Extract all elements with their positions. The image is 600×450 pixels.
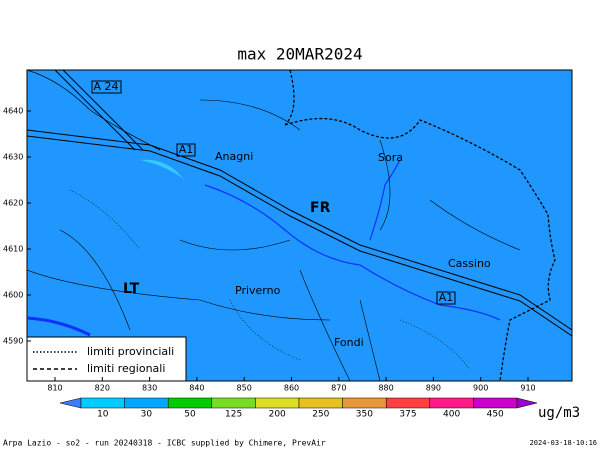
- river: [204, 159, 501, 321]
- colorbar-unit: ug/m3: [538, 405, 580, 421]
- place-label: Sora: [378, 151, 403, 164]
- place-label: Priverno: [235, 284, 281, 297]
- motorway: [27, 129, 572, 331]
- colorbar-label: 375: [399, 410, 416, 420]
- legend: limiti provinciali limiti regionali: [26, 336, 187, 382]
- boundary: [27, 70, 161, 151]
- provincial-boundary: [69, 189, 471, 371]
- colorbar-label: 250: [312, 410, 329, 420]
- y-tick-label: 4630: [3, 153, 23, 162]
- colorbar-segment: [385, 397, 431, 409]
- x-tick-label: 880: [378, 384, 393, 393]
- map-background: [26, 69, 573, 382]
- colorbar-label: 200: [269, 410, 286, 420]
- y-tick-label: 4620: [3, 199, 23, 208]
- place-label: Fondi: [334, 336, 364, 349]
- coastline: [27, 316, 91, 337]
- title: max 20MAR2024: [237, 45, 362, 64]
- motorway: [27, 135, 572, 337]
- labels: A 24 A1 A1 Anagni Sora FR Cassino LT Pri…: [91, 80, 491, 349]
- x-tick-label: 810: [47, 384, 62, 393]
- colorbar-segment: [473, 397, 518, 409]
- y-tick-label: 4600: [3, 291, 23, 300]
- colorbar-label: 50: [184, 410, 196, 420]
- road-label: A 24: [93, 80, 118, 93]
- colorbar-segment: [429, 397, 474, 409]
- colorbar-label: 30: [141, 410, 153, 420]
- colorbar-arrow: [59, 397, 82, 409]
- road-label-box: [91, 80, 122, 94]
- place-label: Anagni: [215, 150, 253, 163]
- y-tick-label: 4590: [3, 337, 23, 346]
- x-tick-label: 870: [331, 384, 346, 393]
- colorbar-segment: [255, 397, 300, 409]
- motorway: [62, 70, 144, 151]
- colorbar-label: 350: [356, 410, 373, 420]
- x-tick-label: 910: [520, 384, 535, 393]
- legend-box: [26, 336, 187, 382]
- motorway: [54, 70, 136, 151]
- road-label: A1: [439, 291, 454, 304]
- x-tick-label: 900: [473, 384, 488, 393]
- colorbar-segment: [211, 397, 256, 409]
- colorbar-label: 400: [443, 410, 460, 420]
- colorbar-label: 10: [97, 410, 109, 420]
- colorbar-segment: [167, 397, 213, 409]
- place-label: FR: [310, 200, 331, 216]
- road: [27, 99, 521, 381]
- legend-label: limiti regionali: [87, 362, 165, 375]
- x-tick-label: 830: [142, 384, 157, 393]
- y-tick-label: 4610: [3, 245, 23, 254]
- footer-right: 2024-03-18-10:16: [530, 439, 597, 447]
- road-label: A1: [179, 143, 194, 156]
- place-label: LT: [123, 281, 140, 297]
- map-area: [26, 69, 573, 382]
- road-label-box: [436, 291, 456, 305]
- footer-left: Arpa Lazio - so2 - run 20240318 - ICBC s…: [3, 439, 326, 448]
- colorbar-segment: [298, 397, 343, 409]
- colorbar-segment: [124, 397, 169, 409]
- x-tick-label: 890: [426, 384, 441, 393]
- x-tick-label: 860: [284, 384, 299, 393]
- colorbar-segment: [342, 397, 387, 409]
- colorbar-arrow: [516, 397, 538, 409]
- legend-label: limiti provinciali: [87, 345, 174, 358]
- y-tick-label: 4640: [3, 107, 23, 116]
- place-label: Cassino: [448, 257, 491, 270]
- road-label-box: [176, 143, 196, 157]
- colorbar-segment: [80, 397, 125, 409]
- x-tick-label: 840: [189, 384, 204, 393]
- x-tick-label: 850: [237, 384, 252, 393]
- regional-boundary: [284, 70, 556, 381]
- colorbar-label: 450: [487, 410, 504, 420]
- concentration-patch: [140, 159, 185, 180]
- colorbar-label: 125: [225, 410, 242, 420]
- x-tick-label: 820: [95, 384, 110, 393]
